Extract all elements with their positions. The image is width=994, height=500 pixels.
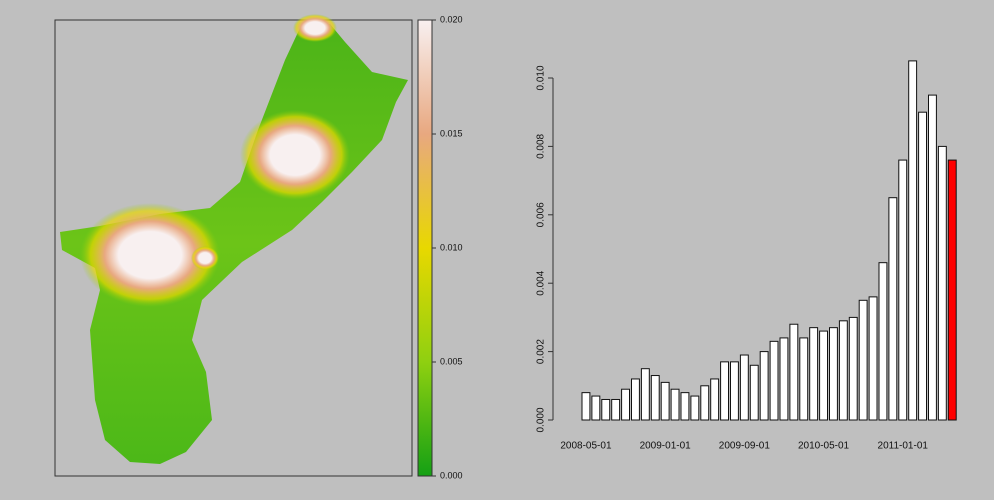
colorbar: 0.000 0.005 0.010 0.015 0.020	[417, 14, 463, 480]
bar	[690, 395, 700, 421]
bar	[730, 361, 739, 421]
x-tick-label: 2008-05-01	[560, 441, 612, 452]
bar	[898, 159, 908, 421]
bar	[799, 337, 809, 421]
y-tick-label: 0.002	[536, 339, 547, 364]
bar	[611, 398, 621, 421]
bar	[660, 381, 670, 421]
colorbar-tick-label: 0.015	[440, 128, 463, 138]
x-tick-label: 2009-01-01	[640, 441, 692, 452]
hotspot	[240, 110, 350, 200]
bar	[670, 388, 680, 421]
bar	[581, 392, 591, 421]
x-tick-label: 2010-05-01	[798, 441, 850, 452]
bar	[868, 296, 878, 421]
hotspot	[293, 14, 337, 42]
bar	[829, 327, 838, 421]
bar	[947, 159, 957, 421]
bar	[888, 197, 898, 421]
colorbar-tick-label: 0.000	[440, 470, 463, 480]
bar	[591, 395, 601, 421]
bar	[650, 375, 660, 421]
y-tick-label: 0.010	[536, 65, 547, 90]
bar	[710, 378, 720, 421]
colorbar-tick-label: 0.005	[440, 356, 463, 366]
bar	[739, 354, 749, 421]
bar	[878, 262, 888, 421]
bar	[918, 111, 927, 421]
colorbar-tick-label: 0.010	[440, 242, 463, 252]
bar	[640, 368, 650, 421]
y-tick-label: 0.006	[536, 202, 547, 227]
bar	[601, 398, 611, 421]
bar	[858, 299, 868, 421]
y-tick-label: 0.008	[536, 133, 547, 158]
bar	[848, 316, 858, 421]
bar	[720, 361, 729, 421]
bar	[769, 340, 779, 421]
bar	[819, 330, 828, 421]
colorbar-scale	[417, 19, 433, 477]
y-tick-label: 0.000	[536, 407, 547, 432]
y-tick-label: 0.004	[536, 270, 547, 295]
x-tick-label: 2011-01-01	[878, 441, 929, 452]
bar	[937, 145, 947, 421]
bar	[759, 351, 769, 421]
bar	[680, 392, 690, 421]
bar	[779, 337, 789, 421]
hotspot	[80, 203, 220, 307]
bar	[700, 385, 710, 421]
hotspot	[191, 246, 219, 270]
bar	[621, 388, 630, 421]
bar	[908, 60, 918, 421]
bar	[838, 320, 848, 421]
bar	[749, 364, 759, 421]
bar	[928, 94, 937, 421]
bar	[789, 323, 799, 421]
x-tick-label: 2009-09-01	[719, 441, 771, 452]
colorbar-tick-label: 0.020	[440, 14, 463, 24]
bar-chart: 0.000 0.002 0.004 0.006 0.008 0.010 2008-05-01…	[536, 60, 957, 452]
bar	[809, 327, 819, 421]
bar	[631, 378, 640, 421]
